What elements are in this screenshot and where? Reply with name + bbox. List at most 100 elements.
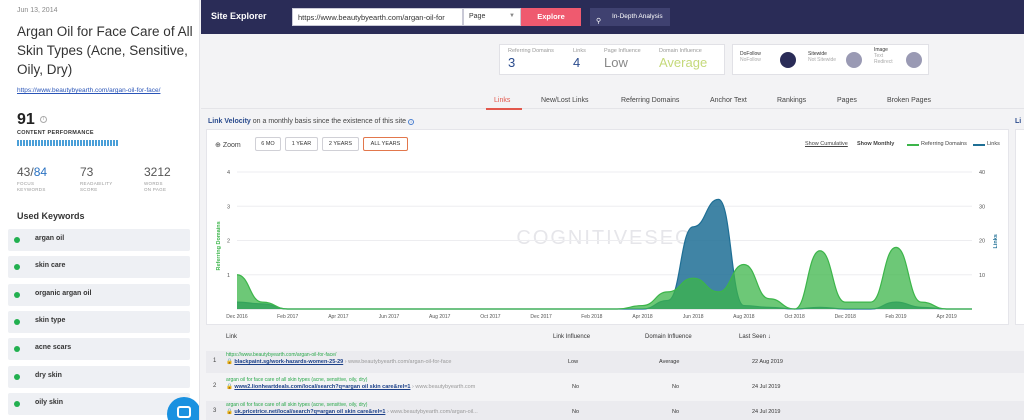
keyword-label: dry skin xyxy=(35,372,62,379)
table-row[interactable]: 1 https://www.beautybyearth.com/argan-oi… xyxy=(206,351,1024,373)
keyword-label: acne scars xyxy=(35,344,72,351)
target-link[interactable]: www.beautybyearth.com/argan-oil... xyxy=(390,409,478,415)
table-row[interactable]: 2 argan oil for face care of all skin ty… xyxy=(206,376,1024,398)
show-monthly-toggle[interactable]: Show Monthly xyxy=(857,141,895,147)
metric-links: Links 4 xyxy=(573,48,586,70)
source-link[interactable]: uk.pricetrice.net/local/search?q=argan o… xyxy=(234,409,386,415)
x-tick-label: Aug 2018 xyxy=(733,314,755,320)
arrow-right-icon: › xyxy=(344,359,347,365)
link-influence-value: No xyxy=(572,384,580,390)
keyword-item[interactable]: organic argan oil xyxy=(8,284,190,306)
link-velocity-title: Link Velocity xyxy=(208,118,251,125)
keyword-item[interactable]: dry skin xyxy=(8,366,190,388)
tab-new-lost-links[interactable]: New/Lost Links xyxy=(541,97,589,104)
in-depth-analysis-button[interactable]: ⚲ In-Depth Analysis xyxy=(590,8,670,26)
column-header-domain-influence[interactable]: Domain Influence xyxy=(645,334,692,340)
domain-influence-value: No xyxy=(672,384,680,390)
metric-value: 4 xyxy=(573,55,581,70)
x-tick-label: Apr 2018 xyxy=(632,314,653,320)
keyword-item[interactable]: skin care xyxy=(8,256,190,278)
y-left-tick-label: 2 xyxy=(227,239,230,245)
keyword-item[interactable]: acne scars xyxy=(8,338,190,360)
lock-icon: 🔒 xyxy=(226,359,233,365)
word-count: 3212 xyxy=(144,165,171,179)
last-seen-value: 24 Jul 2019 xyxy=(752,409,781,415)
tab-broken-pages[interactable]: Broken Pages xyxy=(887,97,931,104)
referring-domains-area xyxy=(237,247,972,309)
keyword-status-dot xyxy=(14,374,20,380)
mode-select[interactable]: Page ▼ xyxy=(463,8,521,26)
content-performance-bar xyxy=(17,140,119,146)
link-velocity-subtitle: on a monthly basis since the existence o… xyxy=(252,118,407,125)
domain-influence-value: Average xyxy=(659,359,680,365)
column-header-last-seen[interactable]: Last Seen ↓ xyxy=(739,334,771,340)
legend-links: Links xyxy=(987,141,1000,147)
keyword-label: skin type xyxy=(35,317,66,324)
zoom-2years-button[interactable]: 2 YEARS xyxy=(322,137,359,151)
domain-influence-value: No xyxy=(672,409,680,415)
focus-keywords-total: 84 xyxy=(33,165,48,179)
legend-referring-domains: Referring Domains xyxy=(921,141,967,147)
keyword-label: skin care xyxy=(35,262,66,269)
keyword-status-dot xyxy=(14,319,20,325)
lock-icon: 🔒 xyxy=(226,409,233,415)
zoom-1year-button[interactable]: 1 YEAR xyxy=(285,137,318,151)
dofollow-dot xyxy=(780,52,796,68)
x-tick-label: Dec 2018 xyxy=(835,314,857,320)
explore-button[interactable]: Explore xyxy=(521,8,581,26)
tab-anchor-text[interactable]: Anchor Text xyxy=(710,97,747,104)
chat-widget-button[interactable] xyxy=(167,397,199,420)
tab-rankings[interactable]: Rankings xyxy=(777,97,807,104)
right-panel xyxy=(1015,129,1024,325)
link-velocity-chart-card: ⊕ Zoom 6 MO 1 YEAR 2 YEARS ALL YEARS Sho… xyxy=(206,129,1009,325)
tab-referring-domains[interactable]: Referring Domains xyxy=(621,97,680,104)
zoom-6mo-button[interactable]: 6 MO xyxy=(255,137,281,151)
focus-keywords-stat: 43/84 xyxy=(17,165,47,179)
keyword-item[interactable]: oily skin xyxy=(8,393,190,415)
keyword-item[interactable]: argan oil xyxy=(8,229,190,251)
show-cumulative-toggle[interactable]: Show Cumulative xyxy=(805,141,848,147)
focus-keywords-label-line2: KEYWORDS xyxy=(17,187,46,192)
metric-label: Domain Influence xyxy=(659,48,702,54)
mode-select-value: Page xyxy=(469,13,486,20)
url-input[interactable] xyxy=(292,8,463,26)
zoom-all-years-button[interactable]: ALL YEARS xyxy=(363,137,408,151)
source-link[interactable]: www2.lionheartdeals.com/local/search?q=a… xyxy=(234,384,411,390)
y-left-tick-label: 4 xyxy=(227,170,230,176)
y-right-tick-label: 30 xyxy=(979,204,985,210)
keyword-status-dot xyxy=(14,237,20,243)
row-page-title: argan oil for face care of all skin type… xyxy=(226,377,368,383)
site-explorer-panel: Site Explorer Page ▼ Explore ⚲ In-Depth An… xyxy=(201,0,1024,420)
word-count-label-line2: ON PAGE xyxy=(144,187,167,192)
metrics-summary: Referring Domains 3 Links 4 Page Influence… xyxy=(499,44,725,75)
page-url-link[interactable]: https://www.beautybyearth.com/argan-oil-… xyxy=(17,87,161,94)
right-panel-title: Li xyxy=(1015,118,1022,125)
x-tick-label: Apr 2019 xyxy=(937,314,958,320)
table-row[interactable]: 3 argan oil for face care of all skin ty… xyxy=(206,401,1024,420)
info-icon[interactable]: i xyxy=(408,119,415,125)
keyword-label: oily skin xyxy=(35,399,64,406)
row-page-title: https://www.beautybyearth.com/argan-oil-… xyxy=(226,352,337,358)
target-link[interactable]: www.beautybyearth.com xyxy=(415,384,476,390)
focus-keywords-label: FOCUS KEYWORDS xyxy=(17,181,46,193)
readability-label: READABILITY SCORE xyxy=(80,181,113,193)
keyword-item[interactable]: skin type xyxy=(8,311,190,333)
target-link[interactable]: www.beautybyearth.com/argan-oil-for-face xyxy=(348,359,452,365)
metric-label: Referring Domains xyxy=(508,48,554,54)
focus-keywords-label-line1: FOCUS xyxy=(17,181,35,186)
in-depth-analysis-label: In-Depth Analysis xyxy=(612,13,663,20)
column-header-link-influence[interactable]: Link Influence xyxy=(553,334,591,340)
x-tick-label: Dec 2017 xyxy=(530,314,552,320)
row-page-title: argan oil for face care of all skin type… xyxy=(226,402,368,408)
word-count-label-line1: WORDS xyxy=(144,181,163,186)
tab-pages[interactable]: Pages xyxy=(837,97,857,104)
info-icon[interactable]: i xyxy=(40,116,47,123)
content-performance-label: CONTENT PERFORMANCE xyxy=(17,130,94,136)
analysis-icon: ⚲ xyxy=(596,18,602,25)
x-tick-label: Feb 2019 xyxy=(885,314,906,320)
tab-links[interactable]: Links xyxy=(494,97,511,104)
source-link[interactable]: blackpaint.sg/work-hazards-women-25-29 xyxy=(234,359,344,365)
link-type-legend: DoFollow NoFollow Sitewide Not Sitewide Im… xyxy=(732,44,929,75)
column-header-link[interactable]: Link xyxy=(226,334,238,340)
legend-sub: Not Sitewide xyxy=(808,57,837,63)
